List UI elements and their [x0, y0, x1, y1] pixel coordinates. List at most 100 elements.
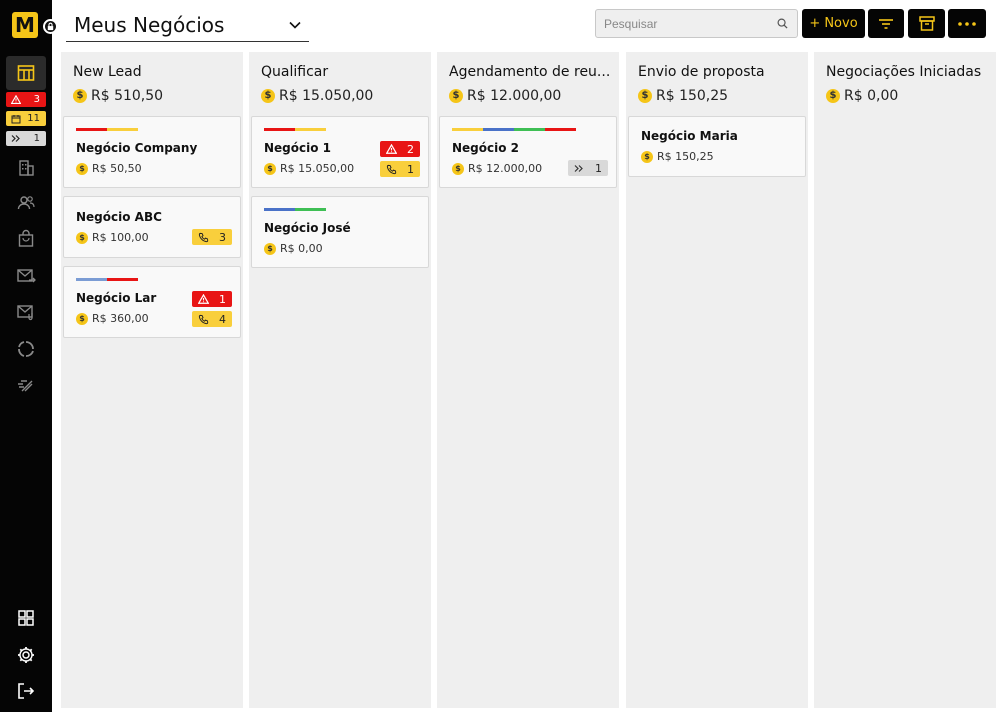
sidebar-forward-badge[interactable]: 1 [6, 131, 46, 146]
tag-bar [107, 128, 138, 131]
tag-bar [264, 208, 295, 211]
card-tags [452, 128, 576, 131]
badge-count: 1 [219, 292, 226, 306]
deal-value-text: R$ 15.050,00 [280, 162, 355, 175]
alert-icon [386, 144, 397, 154]
coin-icon: $ [76, 162, 88, 175]
tag-bar [264, 128, 295, 131]
new-button[interactable]: + Novo [802, 9, 865, 38]
deal-card[interactable]: Negócio José $ R$ 0,00 [251, 196, 429, 268]
search-icon[interactable] [777, 18, 788, 29]
board-select[interactable]: Meus Negócios [66, 8, 309, 42]
double-chevron-icon [11, 135, 20, 142]
column-total-value: R$ 150,25 [656, 88, 729, 104]
deal-value-text: R$ 360,00 [92, 312, 149, 325]
badge-count: 1 [595, 161, 602, 175]
coin-icon: $ [826, 89, 840, 103]
tag-bar [76, 128, 107, 131]
mail-attachment-icon[interactable] [16, 302, 36, 322]
deal-card[interactable]: Negócio 1 $ R$ 15.050,00 2 1 [251, 116, 429, 188]
tag-bar [514, 128, 545, 131]
pipeline-column[interactable]: Envio de proposta $ R$ 150,25 Negócio Maria… [626, 52, 808, 708]
coin-icon: $ [76, 312, 88, 325]
search-input[interactable] [604, 16, 764, 31]
deal-value: $ R$ 12.000,00 [452, 162, 542, 175]
mail-send-icon[interactable] [16, 266, 36, 286]
column-title: Agendamento de reu... [449, 64, 609, 80]
deal-value-text: R$ 0,00 [280, 242, 323, 255]
pipeline-column[interactable]: Qualificar $ R$ 15.050,00 Negócio 1 $ R$ 15.0… [249, 52, 431, 708]
contacts-icon[interactable] [16, 193, 36, 213]
filter-button[interactable] [868, 9, 904, 38]
alert-badge[interactable]: 2 [380, 141, 420, 157]
deal-value: $ R$ 360,00 [76, 312, 149, 325]
alert-badge[interactable]: 1 [192, 291, 232, 307]
filter-icon [879, 18, 893, 29]
lock-icon[interactable] [43, 19, 58, 34]
column-total-value: R$ 15.050,00 [279, 88, 374, 104]
column-total-value: R$ 12.000,00 [467, 88, 562, 104]
coin-icon: $ [264, 242, 276, 255]
phone-icon [198, 232, 209, 242]
chevron-down-icon [289, 21, 301, 29]
column-total: $ R$ 150,25 [638, 88, 728, 104]
cycle-icon[interactable] [16, 339, 36, 359]
tag-bar [76, 278, 107, 281]
pipeline-column[interactable]: Negociações Iniciadas $ R$ 0,00 [814, 52, 996, 708]
phone-icon [198, 314, 209, 324]
deal-card[interactable]: Negócio Maria $ R$ 150,25 [628, 116, 806, 177]
deal-card[interactable]: Negócio Company $ R$ 50,50 [63, 116, 241, 188]
deal-value-text: R$ 50,50 [92, 162, 142, 175]
deal-name: Negócio José [264, 221, 351, 235]
deal-name: Negócio Maria [641, 129, 738, 143]
sidebar-alert-badge[interactable]: 3 [6, 92, 46, 107]
deal-value: $ R$ 15.050,00 [264, 162, 354, 175]
deal-name: Negócio 1 [264, 141, 332, 155]
new-button-label: + Novo [809, 16, 858, 31]
deal-name: Negócio Lar [76, 291, 157, 305]
deal-name: Negócio Company [76, 141, 198, 155]
deal-card[interactable]: Negócio ABC $ R$ 100,00 3 [63, 196, 241, 258]
deal-name: Negócio ABC [76, 210, 162, 224]
tag-bar [452, 128, 483, 131]
card-tags [264, 128, 326, 131]
sidebar-alert-count: 3 [33, 94, 40, 105]
coin-icon: $ [261, 89, 275, 103]
deal-card[interactable]: Negócio Lar $ R$ 360,00 1 4 [63, 266, 241, 338]
coin-icon: $ [264, 162, 276, 175]
speed-tag-icon[interactable] [16, 375, 36, 395]
pipeline-column[interactable]: Agendamento de reu... $ R$ 12.000,00 Negóci… [437, 52, 619, 708]
badge-count: 2 [407, 142, 414, 156]
call-badge[interactable]: 3 [192, 229, 232, 245]
dashboard-icon[interactable] [16, 608, 36, 628]
phone-icon [386, 164, 397, 174]
more-options-button[interactable] [948, 9, 986, 38]
column-total: $ R$ 510,50 [73, 88, 163, 104]
forward-badge[interactable]: 1 [568, 160, 608, 176]
deal-value-text: R$ 12.000,00 [468, 162, 543, 175]
calendar-icon [11, 114, 21, 123]
badge-count: 1 [407, 162, 414, 176]
archive-button[interactable] [908, 9, 945, 38]
alert-icon [11, 95, 21, 104]
pipeline-column[interactable]: New Lead $ R$ 510,50 Negócio Company $ R$ 50,… [61, 52, 243, 708]
tag-bar [483, 128, 514, 131]
column-title: Qualificar [261, 64, 329, 80]
tag-bar [545, 128, 576, 131]
call-badge[interactable]: 4 [192, 311, 232, 327]
card-tags [76, 128, 138, 131]
deal-value-text: R$ 150,25 [657, 150, 714, 163]
coin-icon: $ [452, 162, 464, 175]
shopping-bag-icon[interactable] [16, 229, 36, 249]
sidebar-calendar-badge[interactable]: 11 [6, 111, 46, 126]
sidebar-item-board[interactable] [6, 56, 46, 90]
app-logo[interactable]: M [12, 12, 38, 38]
archive-icon [918, 16, 935, 31]
deal-card[interactable]: Negócio 2 $ R$ 12.000,00 1 [439, 116, 617, 188]
deal-value: $ R$ 100,00 [76, 231, 149, 244]
badge-count: 4 [219, 312, 226, 326]
building-icon[interactable] [16, 158, 36, 178]
gear-icon[interactable] [16, 645, 36, 665]
call-badge[interactable]: 1 [380, 161, 420, 177]
logout-icon[interactable] [16, 681, 36, 701]
